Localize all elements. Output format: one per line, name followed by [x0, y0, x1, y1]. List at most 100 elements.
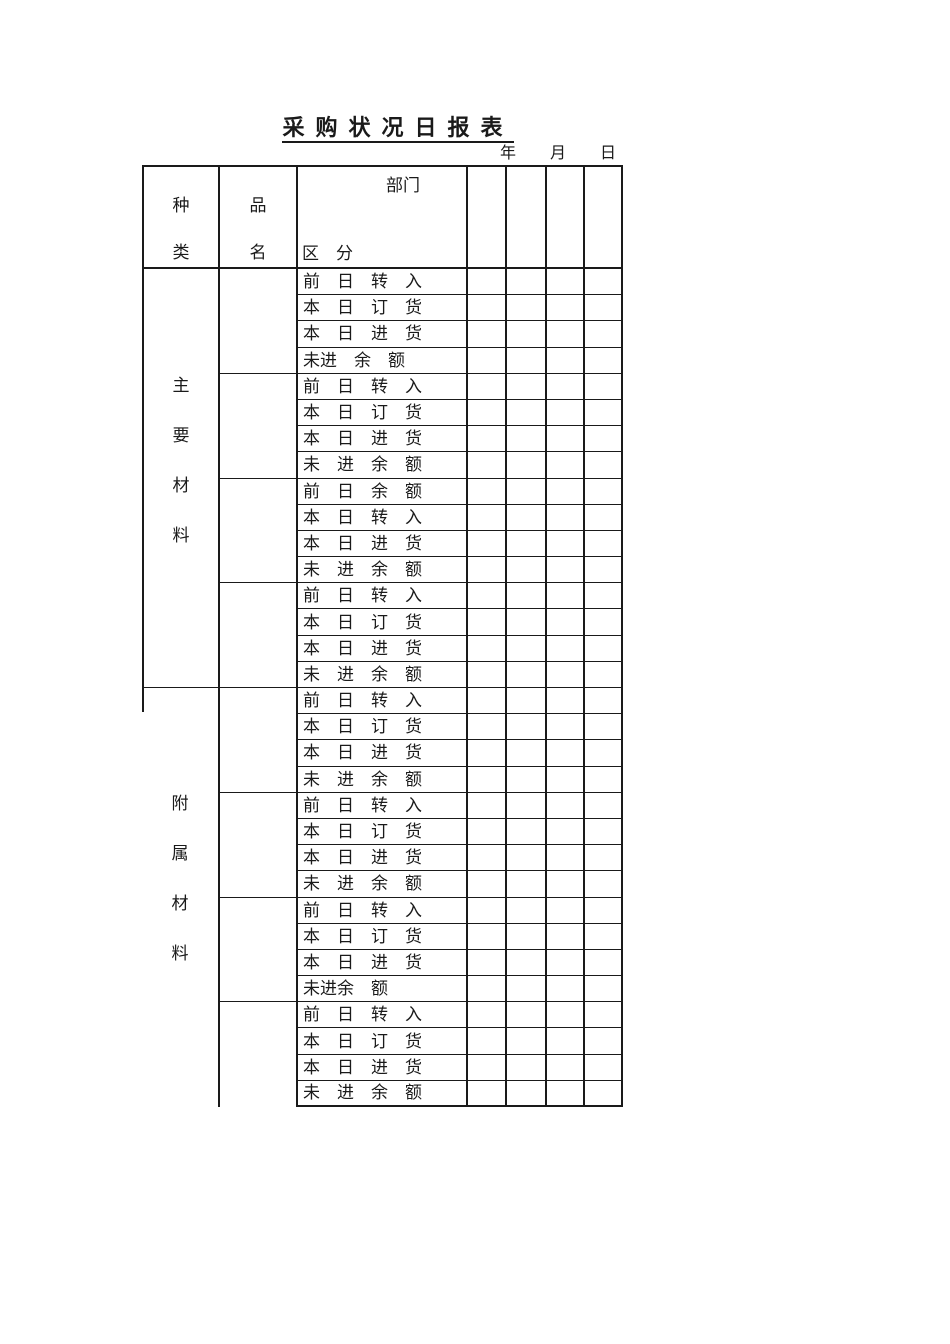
data-cell[interactable] [547, 426, 585, 453]
data-cell[interactable] [585, 504, 623, 531]
data-cell[interactable] [468, 1054, 507, 1081]
data-cell[interactable] [547, 1028, 585, 1055]
data-cell[interactable] [547, 845, 585, 872]
data-cell[interactable] [468, 688, 507, 715]
data-cell[interactable] [507, 530, 547, 558]
data-cell[interactable] [507, 740, 547, 767]
data-cell[interactable] [507, 1002, 547, 1029]
data-cell[interactable] [547, 1080, 585, 1107]
data-cell[interactable] [507, 766, 547, 793]
data-cell[interactable] [585, 714, 623, 741]
data-cell[interactable] [507, 347, 547, 374]
product-name-cell[interactable] [220, 792, 298, 898]
data-cell[interactable] [507, 321, 547, 348]
product-name-cell[interactable] [220, 1002, 298, 1107]
data-cell[interactable] [468, 740, 507, 767]
data-cell[interactable] [507, 583, 547, 610]
data-cell[interactable] [585, 452, 623, 479]
data-cell[interactable] [507, 399, 547, 427]
data-cell[interactable] [507, 557, 547, 584]
data-cell[interactable] [547, 740, 585, 767]
data-cell[interactable] [507, 845, 547, 872]
data-cell[interactable] [547, 399, 585, 427]
data-cell[interactable] [468, 1080, 507, 1107]
data-cell[interactable] [507, 478, 547, 505]
data-cell[interactable] [507, 609, 547, 636]
data-cell[interactable] [547, 688, 585, 715]
data-cell[interactable] [507, 1028, 547, 1055]
data-cell[interactable] [585, 688, 623, 715]
data-cell[interactable] [468, 583, 507, 610]
data-cell[interactable] [547, 321, 585, 348]
data-cell[interactable] [547, 1002, 585, 1029]
header-department-cell[interactable] [547, 167, 585, 269]
data-cell[interactable] [547, 714, 585, 741]
data-cell[interactable] [507, 792, 547, 819]
product-name-cell[interactable] [220, 688, 298, 793]
data-cell[interactable] [468, 976, 507, 1003]
data-cell[interactable] [547, 583, 585, 610]
data-cell[interactable] [585, 845, 623, 872]
data-cell[interactable] [468, 714, 507, 741]
header-department-cell[interactable] [585, 167, 623, 269]
data-cell[interactable] [507, 923, 547, 950]
data-cell[interactable] [468, 295, 507, 322]
data-cell[interactable] [468, 321, 507, 348]
header-department-cell[interactable] [468, 167, 507, 269]
data-cell[interactable] [468, 557, 507, 584]
data-cell[interactable] [547, 609, 585, 636]
data-cell[interactable] [547, 635, 585, 662]
data-cell[interactable] [585, 661, 623, 688]
data-cell[interactable] [468, 949, 507, 977]
data-cell[interactable] [585, 923, 623, 950]
data-cell[interactable] [468, 609, 507, 636]
product-name-cell[interactable] [220, 269, 298, 374]
data-cell[interactable] [547, 347, 585, 374]
data-cell[interactable] [507, 426, 547, 453]
product-name-cell[interactable] [220, 897, 298, 1003]
data-cell[interactable] [585, 609, 623, 636]
data-cell[interactable] [507, 373, 547, 400]
data-cell[interactable] [585, 399, 623, 427]
data-cell[interactable] [507, 661, 547, 688]
data-cell[interactable] [468, 923, 507, 950]
data-cell[interactable] [585, 635, 623, 662]
data-cell[interactable] [507, 818, 547, 846]
data-cell[interactable] [585, 478, 623, 505]
data-cell[interactable] [547, 1054, 585, 1081]
data-cell[interactable] [507, 976, 547, 1003]
data-cell[interactable] [547, 373, 585, 400]
data-cell[interactable] [547, 897, 585, 924]
data-cell[interactable] [547, 766, 585, 793]
data-cell[interactable] [468, 399, 507, 427]
data-cell[interactable] [585, 347, 623, 374]
data-cell[interactable] [585, 976, 623, 1003]
data-cell[interactable] [585, 740, 623, 767]
data-cell[interactable] [468, 766, 507, 793]
data-cell[interactable] [507, 714, 547, 741]
data-cell[interactable] [547, 478, 585, 505]
data-cell[interactable] [507, 949, 547, 977]
data-cell[interactable] [547, 452, 585, 479]
data-cell[interactable] [468, 871, 507, 898]
data-cell[interactable] [468, 635, 507, 662]
data-cell[interactable] [507, 1054, 547, 1081]
data-cell[interactable] [468, 269, 507, 296]
data-cell[interactable] [547, 504, 585, 531]
data-cell[interactable] [585, 1080, 623, 1107]
product-name-cell[interactable] [220, 583, 298, 688]
data-cell[interactable] [547, 530, 585, 558]
data-cell[interactable] [507, 504, 547, 531]
data-cell[interactable] [585, 949, 623, 977]
data-cell[interactable] [468, 818, 507, 846]
data-cell[interactable] [507, 1080, 547, 1107]
data-cell[interactable] [585, 818, 623, 846]
data-cell[interactable] [585, 792, 623, 819]
data-cell[interactable] [585, 766, 623, 793]
data-cell[interactable] [585, 1002, 623, 1029]
data-cell[interactable] [468, 347, 507, 374]
data-cell[interactable] [507, 635, 547, 662]
data-cell[interactable] [585, 897, 623, 924]
data-cell[interactable] [585, 871, 623, 898]
data-cell[interactable] [468, 1002, 507, 1029]
